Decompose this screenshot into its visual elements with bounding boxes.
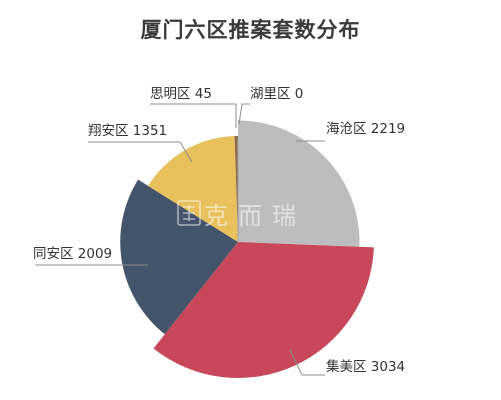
pie-slice	[153, 242, 374, 378]
slice-label: 思明区 45	[150, 86, 212, 102]
slice-label: 集美区 3034	[326, 359, 405, 375]
slice-label: 海沧区 2219	[326, 120, 405, 137]
pie-slice	[234, 136, 238, 242]
slice-label: 湖里区 0	[250, 86, 303, 102]
chart-title: 厦门六区推案套数分布	[140, 18, 361, 42]
pie-slice	[120, 179, 238, 335]
leader-line	[238, 103, 250, 125]
pie-slice	[238, 120, 360, 247]
leader-line	[289, 349, 325, 376]
leader-line	[150, 103, 237, 128]
watermark-logo-icon	[177, 200, 201, 226]
pie-slices	[120, 120, 374, 378]
leader-lines	[35, 103, 325, 376]
watermark: 克而瑞	[177, 200, 306, 230]
pie-slice	[148, 136, 238, 242]
slice-label: 翔安区 1351	[88, 123, 167, 139]
watermark-text: 克而瑞	[204, 202, 306, 230]
leader-line	[88, 141, 193, 163]
slice-label: 同安区 2009	[33, 246, 112, 262]
slice-labels: 海沧区 2219 集美区 3034 同安区 2009 翔安区 1351 思明区 45 湖里…	[33, 86, 405, 375]
